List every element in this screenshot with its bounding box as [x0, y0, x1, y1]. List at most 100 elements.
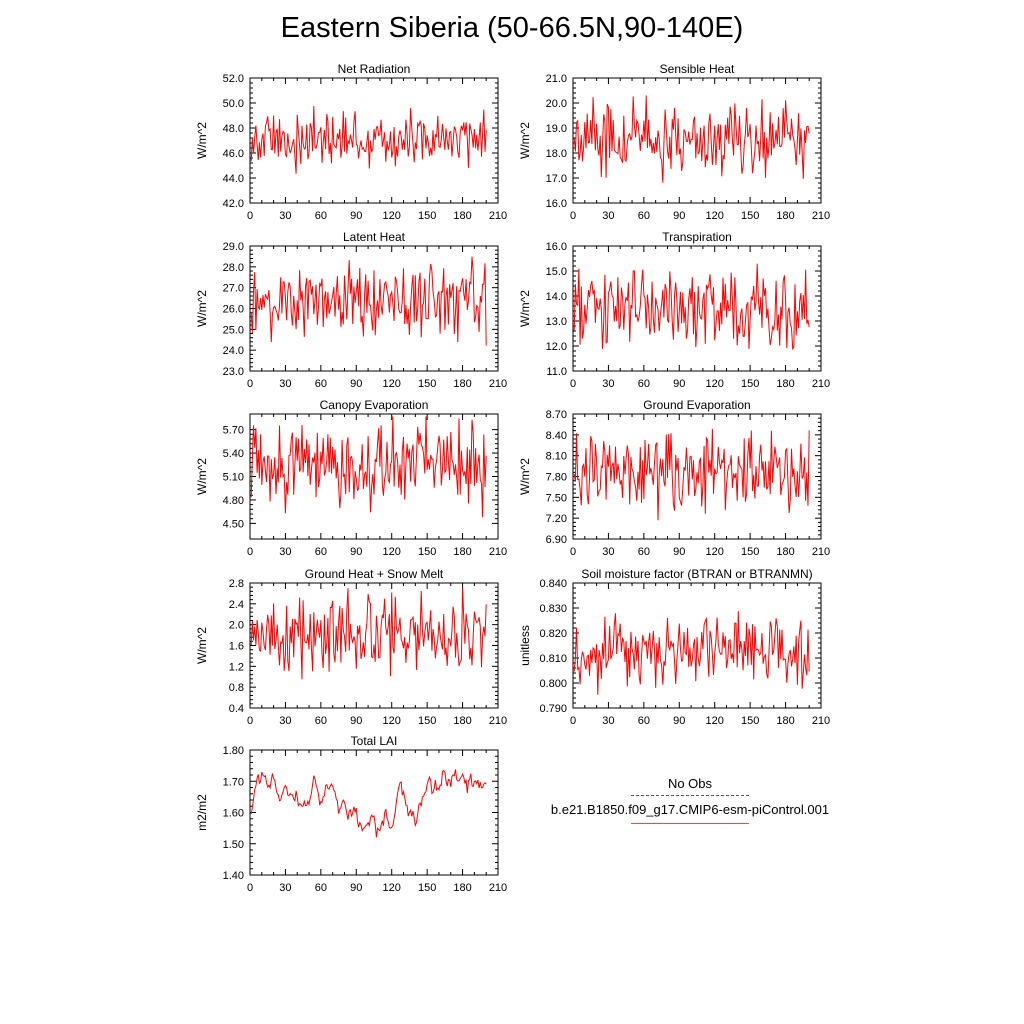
panel-frame	[249, 749, 499, 876]
x-tick-label: 120	[706, 546, 724, 558]
y-tick-label: 0.800	[539, 678, 567, 690]
x-tick-label: 30	[279, 546, 291, 558]
panel-title: Transpiration	[662, 230, 732, 244]
y-tick-label: 25.0	[223, 324, 244, 336]
y-tick-label: 0.4	[229, 703, 244, 715]
y-tick-label: 0.790	[539, 703, 567, 715]
x-tick-label: 90	[350, 882, 362, 894]
series-line	[573, 428, 810, 521]
x-tick-label: 0	[570, 546, 576, 558]
panel-title: Latent Heat	[343, 230, 406, 244]
y-tick-label: 16.0	[546, 198, 567, 210]
x-tick-label: 210	[489, 546, 507, 558]
x-tick-label: 60	[315, 210, 327, 222]
y-axis-label: W/m^2	[195, 627, 209, 664]
series-line	[250, 587, 487, 680]
x-tick-label: 30	[602, 546, 614, 558]
y-tick-label: 1.50	[223, 839, 244, 851]
y-axis-label: W/m^2	[195, 458, 209, 495]
x-tick-label: 150	[418, 715, 436, 727]
x-tick-label: 150	[741, 546, 759, 558]
series-line	[250, 256, 487, 346]
y-tick-label: 1.2	[229, 661, 244, 673]
x-tick-label: 210	[812, 546, 830, 558]
y-tick-label: 26.0	[223, 304, 244, 316]
y-tick-label: 16.0	[546, 241, 567, 253]
y-tick-label: 0.830	[539, 603, 567, 615]
y-tick-label: 29.0	[223, 241, 244, 253]
x-tick-label: 120	[383, 715, 401, 727]
x-tick-label: 90	[673, 546, 685, 558]
x-tick-label: 30	[279, 882, 291, 894]
y-tick-label: 0.840	[539, 578, 567, 590]
y-tick-label: 52.0	[223, 73, 244, 85]
x-tick-label: 90	[673, 378, 685, 390]
legend-obs-label: No Obs	[667, 776, 713, 791]
x-tick-label: 180	[453, 210, 471, 222]
x-tick-label: 60	[638, 210, 650, 222]
x-tick-label: 0	[570, 715, 576, 727]
legend: No Obs b.e21.B1850.f09_g17.CMIP6-esm-piC…	[520, 776, 860, 824]
y-tick-label: 15.0	[546, 266, 567, 278]
y-tick-label: 7.20	[546, 513, 567, 525]
series-line	[573, 611, 810, 695]
x-tick-label: 180	[776, 210, 794, 222]
y-tick-label: 11.0	[546, 366, 567, 378]
y-tick-label: 13.0	[546, 316, 567, 328]
panel-frame	[572, 582, 822, 709]
panel-title: Total LAI	[351, 734, 398, 748]
series-line	[250, 416, 487, 518]
y-tick-label: 50.0	[223, 98, 244, 110]
y-tick-label: 28.0	[223, 262, 244, 274]
x-tick-label: 150	[418, 378, 436, 390]
y-tick-label: 7.50	[546, 492, 567, 504]
x-tick-label: 210	[489, 882, 507, 894]
series-line	[250, 769, 487, 838]
panel-0: Net Radiation W/m^2 0 30 60 90 120 150 180 210 42.…	[195, 62, 507, 222]
x-tick-label: 90	[350, 546, 362, 558]
panel-8: Total LAI m2/m2 0 30 60 90 120 150 180 210 1.40 1.5…	[195, 734, 507, 894]
legend-model-label: b.e21.B1850.f09_g17.CMIP6-esm-piControl.…	[550, 802, 830, 817]
x-tick-label: 60	[638, 378, 650, 390]
y-tick-label: 2.4	[229, 599, 244, 611]
y-tick-label: 0.810	[539, 653, 567, 665]
panel-title: Ground Evaporation	[643, 398, 750, 412]
x-tick-label: 180	[453, 378, 471, 390]
x-tick-label: 30	[602, 715, 614, 727]
panel-frame	[572, 245, 822, 372]
y-tick-label: 21.0	[546, 73, 567, 85]
x-tick-label: 150	[418, 210, 436, 222]
y-tick-label: 4.50	[223, 518, 244, 530]
x-tick-label: 180	[453, 715, 471, 727]
panel-title: Sensible Heat	[660, 62, 735, 76]
y-tick-label: 8.10	[546, 451, 567, 463]
y-tick-label: 1.6	[229, 641, 244, 653]
y-tick-label: 1.40	[223, 870, 244, 882]
x-tick-label: 90	[350, 378, 362, 390]
y-axis-label: W/m^2	[195, 290, 209, 327]
y-tick-label: 14.0	[546, 291, 567, 303]
y-tick-label: 5.10	[223, 472, 244, 484]
x-tick-label: 90	[673, 715, 685, 727]
x-tick-label: 120	[383, 546, 401, 558]
y-tick-label: 0.8	[229, 682, 244, 694]
y-tick-label: 18.0	[546, 148, 567, 160]
y-tick-label: 1.70	[223, 776, 244, 788]
y-tick-label: 44.0	[223, 173, 244, 185]
legend-model-line	[631, 823, 749, 824]
y-axis-label: W/m^2	[195, 122, 209, 159]
x-tick-label: 60	[315, 882, 327, 894]
y-axis-label: unitless	[518, 625, 532, 666]
panel-title: Canopy Evaporation	[320, 398, 429, 412]
y-tick-label: 5.40	[223, 448, 244, 460]
panel-5: Ground Evaporation W/m^2 0 30 60 90 120 150 180 2…	[518, 398, 830, 558]
x-tick-label: 90	[673, 210, 685, 222]
panel-1: Sensible Heat W/m^2 0 30 60 90 120 150 180 210 16.…	[518, 62, 830, 222]
panel-title: Net Radiation	[338, 62, 411, 76]
y-tick-label: 8.70	[546, 409, 567, 421]
x-tick-label: 150	[741, 378, 759, 390]
y-tick-label: 12.0	[546, 341, 567, 353]
x-tick-label: 210	[489, 378, 507, 390]
y-tick-label: 27.0	[223, 283, 244, 295]
x-tick-label: 180	[776, 546, 794, 558]
